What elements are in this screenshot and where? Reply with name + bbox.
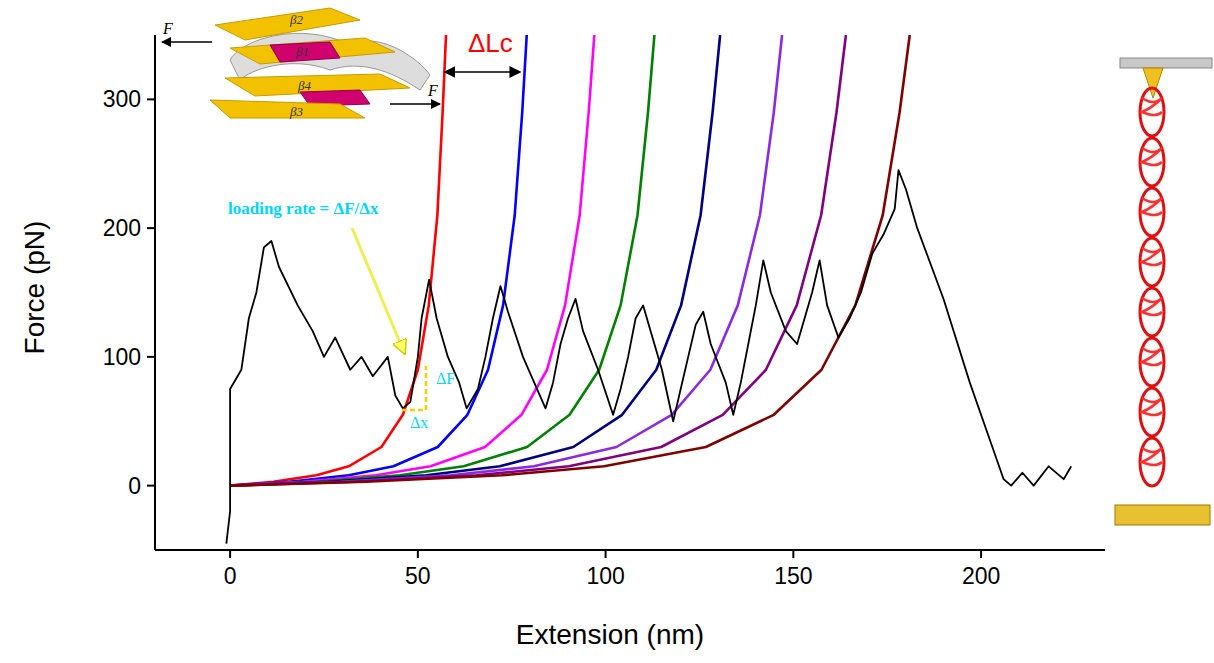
domain-detail (1142, 198, 1162, 215)
x-tick-label: 50 (405, 563, 431, 589)
inset-label: β1 (295, 44, 309, 59)
series-line (230, 35, 846, 486)
domain-detail (1142, 398, 1162, 415)
inset-label: β2 (289, 12, 303, 27)
y-axis (154, 35, 156, 550)
strand (230, 38, 395, 64)
x-tick-label: 150 (774, 563, 812, 589)
domain-detail (1142, 298, 1162, 315)
y-tick-label: 200 (103, 215, 141, 241)
domain-detail (1142, 448, 1162, 465)
domain (1140, 238, 1164, 286)
force-arrow (390, 103, 440, 104)
domain (1140, 138, 1164, 186)
x-tick-label: 0 (224, 563, 237, 589)
y-axis-title: Force (pN) (19, 221, 50, 355)
x-tick (980, 550, 982, 558)
series-line (226, 170, 1071, 543)
domain (1140, 188, 1164, 236)
cantilever (1120, 58, 1212, 68)
domain-detail (1142, 148, 1162, 165)
annotation: ΔF (436, 370, 455, 387)
background (0, 0, 1214, 663)
domain-detail (1142, 98, 1162, 115)
domain (1140, 338, 1164, 386)
rate-guide (402, 366, 426, 410)
y-tick (147, 485, 155, 487)
dimension-arrow (445, 71, 521, 73)
domain (1140, 288, 1164, 336)
domain-detail (1142, 348, 1162, 365)
annotation: ΔLc (468, 28, 513, 58)
substrate (1115, 505, 1210, 525)
y-tick-label: 100 (103, 344, 141, 370)
domain (1140, 88, 1164, 136)
y-tick (147, 98, 155, 100)
x-tick (792, 550, 794, 558)
inset-structure: β2 β1 β4 β3 F F (162, 8, 440, 119)
x-tick (605, 550, 607, 558)
y-tick-label: 300 (103, 86, 141, 112)
force-arrow (162, 41, 212, 42)
strand (215, 8, 360, 40)
domain (1140, 438, 1164, 486)
x-tick (229, 550, 231, 558)
inset-label: F (162, 20, 173, 37)
annotation: Δx (410, 414, 428, 431)
annotation: loading rate = ΔF/Δx (228, 199, 379, 218)
y-tick (147, 356, 155, 358)
domain (1140, 388, 1164, 436)
x-tick-label: 200 (962, 563, 1000, 589)
x-axis-title: Extension (nm) (516, 619, 704, 650)
series-line (230, 35, 782, 486)
x-axis (155, 549, 1105, 551)
strand (210, 100, 365, 118)
x-tick-label: 100 (586, 563, 624, 589)
inset-label: F (427, 82, 438, 99)
series-line (230, 35, 910, 486)
domain-detail (1142, 248, 1162, 265)
afm-schematic (1115, 58, 1212, 525)
y-tick-label: 0 (128, 473, 141, 499)
chart: 0 100 200 300 0 50 100 150 200 Extension (nm) Forc… (0, 0, 1214, 663)
pointer-arrow (352, 228, 404, 352)
inset-label: β4 (297, 78, 311, 93)
y-tick (147, 227, 155, 229)
helix (270, 42, 340, 62)
inset-label: β3 (289, 104, 303, 119)
x-tick (417, 550, 419, 558)
